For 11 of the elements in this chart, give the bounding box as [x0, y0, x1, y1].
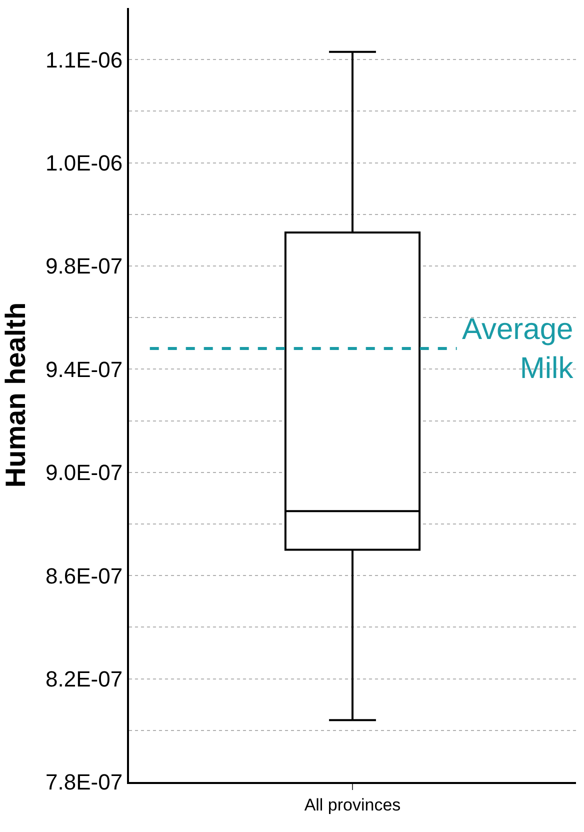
- y-tick-label: 8.6E-07: [46, 563, 123, 588]
- x-tick-label: All provinces: [304, 795, 401, 814]
- y-tick-label: 7.8E-07: [46, 770, 123, 795]
- y-tick-label: 9.0E-07: [46, 460, 123, 486]
- y-tick-label: 9.4E-07: [46, 356, 123, 382]
- y-axis-title: Human health: [0, 302, 31, 488]
- y-tick-label: 1.0E-06: [46, 150, 123, 176]
- y-tick-label: 1.1E-06: [46, 47, 123, 72]
- y-tick-label: 9.8E-07: [46, 254, 123, 279]
- ref-line-label: Average Milk: [462, 313, 574, 385]
- y-tick-label: 8.2E-07: [46, 666, 123, 692]
